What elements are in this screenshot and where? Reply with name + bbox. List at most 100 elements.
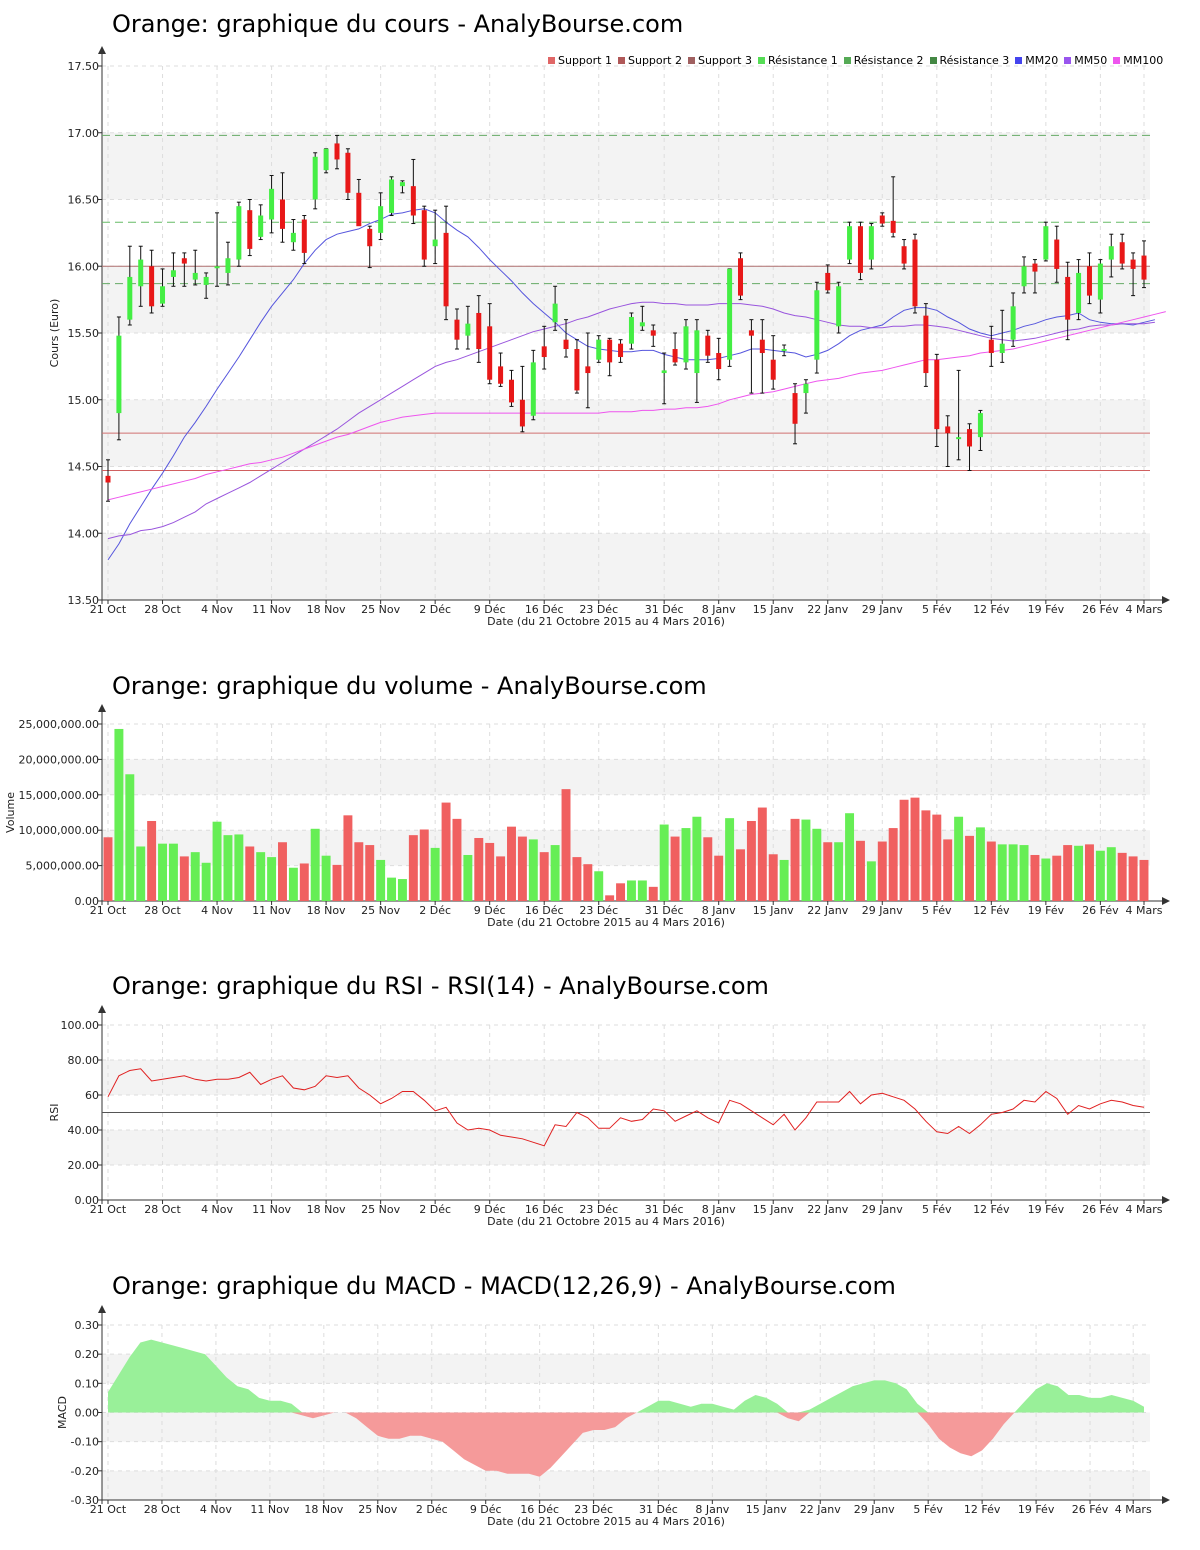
volume-bar xyxy=(877,841,887,901)
legend-swatch xyxy=(548,57,555,64)
candle xyxy=(1097,259,1103,314)
candle xyxy=(170,252,176,287)
candle-body-down xyxy=(716,353,722,370)
volume-bar xyxy=(703,837,713,901)
volume-bar xyxy=(572,857,582,901)
candle-body-down xyxy=(410,186,416,216)
x-tick-label: 26 Fév xyxy=(1072,1503,1109,1516)
macd-panel: Orange: graphique du MACD - MACD(12,26,9… xyxy=(0,1272,1200,1534)
candle-body-up xyxy=(1021,266,1027,287)
x-tick-label: 25 Nov xyxy=(361,904,400,917)
candle-body-down xyxy=(541,346,547,358)
x-axis-arrow xyxy=(1162,596,1170,604)
candle-body-up xyxy=(639,322,645,327)
candle-body-down xyxy=(356,192,362,227)
candle xyxy=(890,176,896,238)
candle-body-up xyxy=(258,215,264,237)
volume-bar xyxy=(583,864,593,901)
candle-body-up xyxy=(192,272,198,280)
candle xyxy=(803,379,809,414)
y-tick-label: 0.10 xyxy=(75,1377,100,1390)
y-tick-label: 13.50 xyxy=(68,594,100,607)
x-tick-label: 15 Janv xyxy=(753,603,794,616)
y-tick-label: -0.30 xyxy=(71,1494,99,1507)
volume-bar xyxy=(517,836,527,901)
candle xyxy=(727,268,733,367)
candle xyxy=(258,204,264,241)
volume-bar xyxy=(147,820,157,901)
candle-body-up xyxy=(803,383,809,394)
candle xyxy=(334,134,340,170)
volume-bar xyxy=(757,807,767,901)
y-tick-label: 20,000,000.00 xyxy=(19,753,99,766)
candle xyxy=(563,319,569,358)
y-axis-title: Cours (Euro) xyxy=(48,299,61,368)
candle-body-up xyxy=(214,266,220,269)
volume-bar xyxy=(616,883,626,901)
x-tick-label: 15 Janv xyxy=(753,1203,794,1216)
candle-body-up xyxy=(683,326,689,363)
band xyxy=(102,1470,1150,1500)
volume-bar xyxy=(485,842,495,901)
candle xyxy=(367,225,373,269)
volume-bar xyxy=(332,864,342,901)
volume-bar xyxy=(692,816,702,901)
candle-body-up xyxy=(138,259,144,287)
candle-body-up xyxy=(530,362,536,416)
volume-bar xyxy=(288,867,298,901)
volume-bar xyxy=(965,835,974,901)
x-axis-title: Date (du 21 Octobre 2015 au 4 Mars 2016) xyxy=(487,615,725,628)
y-axis-arrow xyxy=(98,46,106,54)
x-tick-label: 4 Mars xyxy=(1126,603,1163,616)
band xyxy=(102,266,1150,333)
mm50-line xyxy=(107,301,1155,540)
candle xyxy=(956,369,962,461)
volume-bar xyxy=(1128,856,1138,901)
candle-body-down xyxy=(792,393,798,424)
candle xyxy=(836,281,842,334)
x-tick-label: 9 Déc xyxy=(474,603,506,616)
y-tick-label: 0.00 xyxy=(75,1407,100,1420)
x-tick-label: 19 Fév xyxy=(1028,1203,1065,1216)
candle xyxy=(901,239,907,270)
x-tick-label: 25 Nov xyxy=(358,1503,397,1516)
candle xyxy=(596,335,602,363)
legend-item: MM100 xyxy=(1113,54,1163,67)
candle-body-up xyxy=(1097,263,1103,300)
candle-body-down xyxy=(454,319,460,340)
candle-body-down xyxy=(1130,259,1136,269)
y-axis-arrow xyxy=(98,1005,106,1013)
candle xyxy=(552,285,558,331)
candle-body-down xyxy=(105,475,111,483)
volume-bar xyxy=(299,863,309,901)
candle xyxy=(1130,252,1136,297)
legend-label: Support 1 xyxy=(558,54,612,67)
candle-body-down xyxy=(1086,266,1092,296)
y-tick-label: 0.30 xyxy=(75,1319,100,1332)
x-tick-label: 28 Oct xyxy=(144,1203,181,1216)
candle-body-down xyxy=(1032,263,1038,272)
candle-body-up xyxy=(160,286,166,304)
legend-label: Support 2 xyxy=(627,54,682,67)
y-tick-label: -0.20 xyxy=(71,1465,99,1478)
candle-body-down xyxy=(672,349,678,363)
candle xyxy=(912,233,918,314)
volume-bar xyxy=(1074,845,1084,901)
candle xyxy=(988,325,994,367)
candle xyxy=(399,180,405,194)
volume-bar xyxy=(659,824,669,901)
candle xyxy=(247,199,253,257)
candle-body-down xyxy=(181,258,187,264)
volume-bar xyxy=(1063,845,1073,901)
y-tick-label: 14.00 xyxy=(68,527,100,540)
x-tick-label: 9 Déc xyxy=(474,904,506,917)
candle xyxy=(498,352,504,387)
x-tick-label: 29 Janv xyxy=(862,1203,903,1216)
volume-bar xyxy=(1106,847,1116,901)
candle-body-up xyxy=(290,232,296,243)
y-tick-label: 15.00 xyxy=(68,394,100,407)
candle-body-down xyxy=(1119,242,1125,264)
band xyxy=(102,830,1150,866)
candle xyxy=(389,176,395,217)
x-tick-label: 25 Nov xyxy=(361,603,400,616)
